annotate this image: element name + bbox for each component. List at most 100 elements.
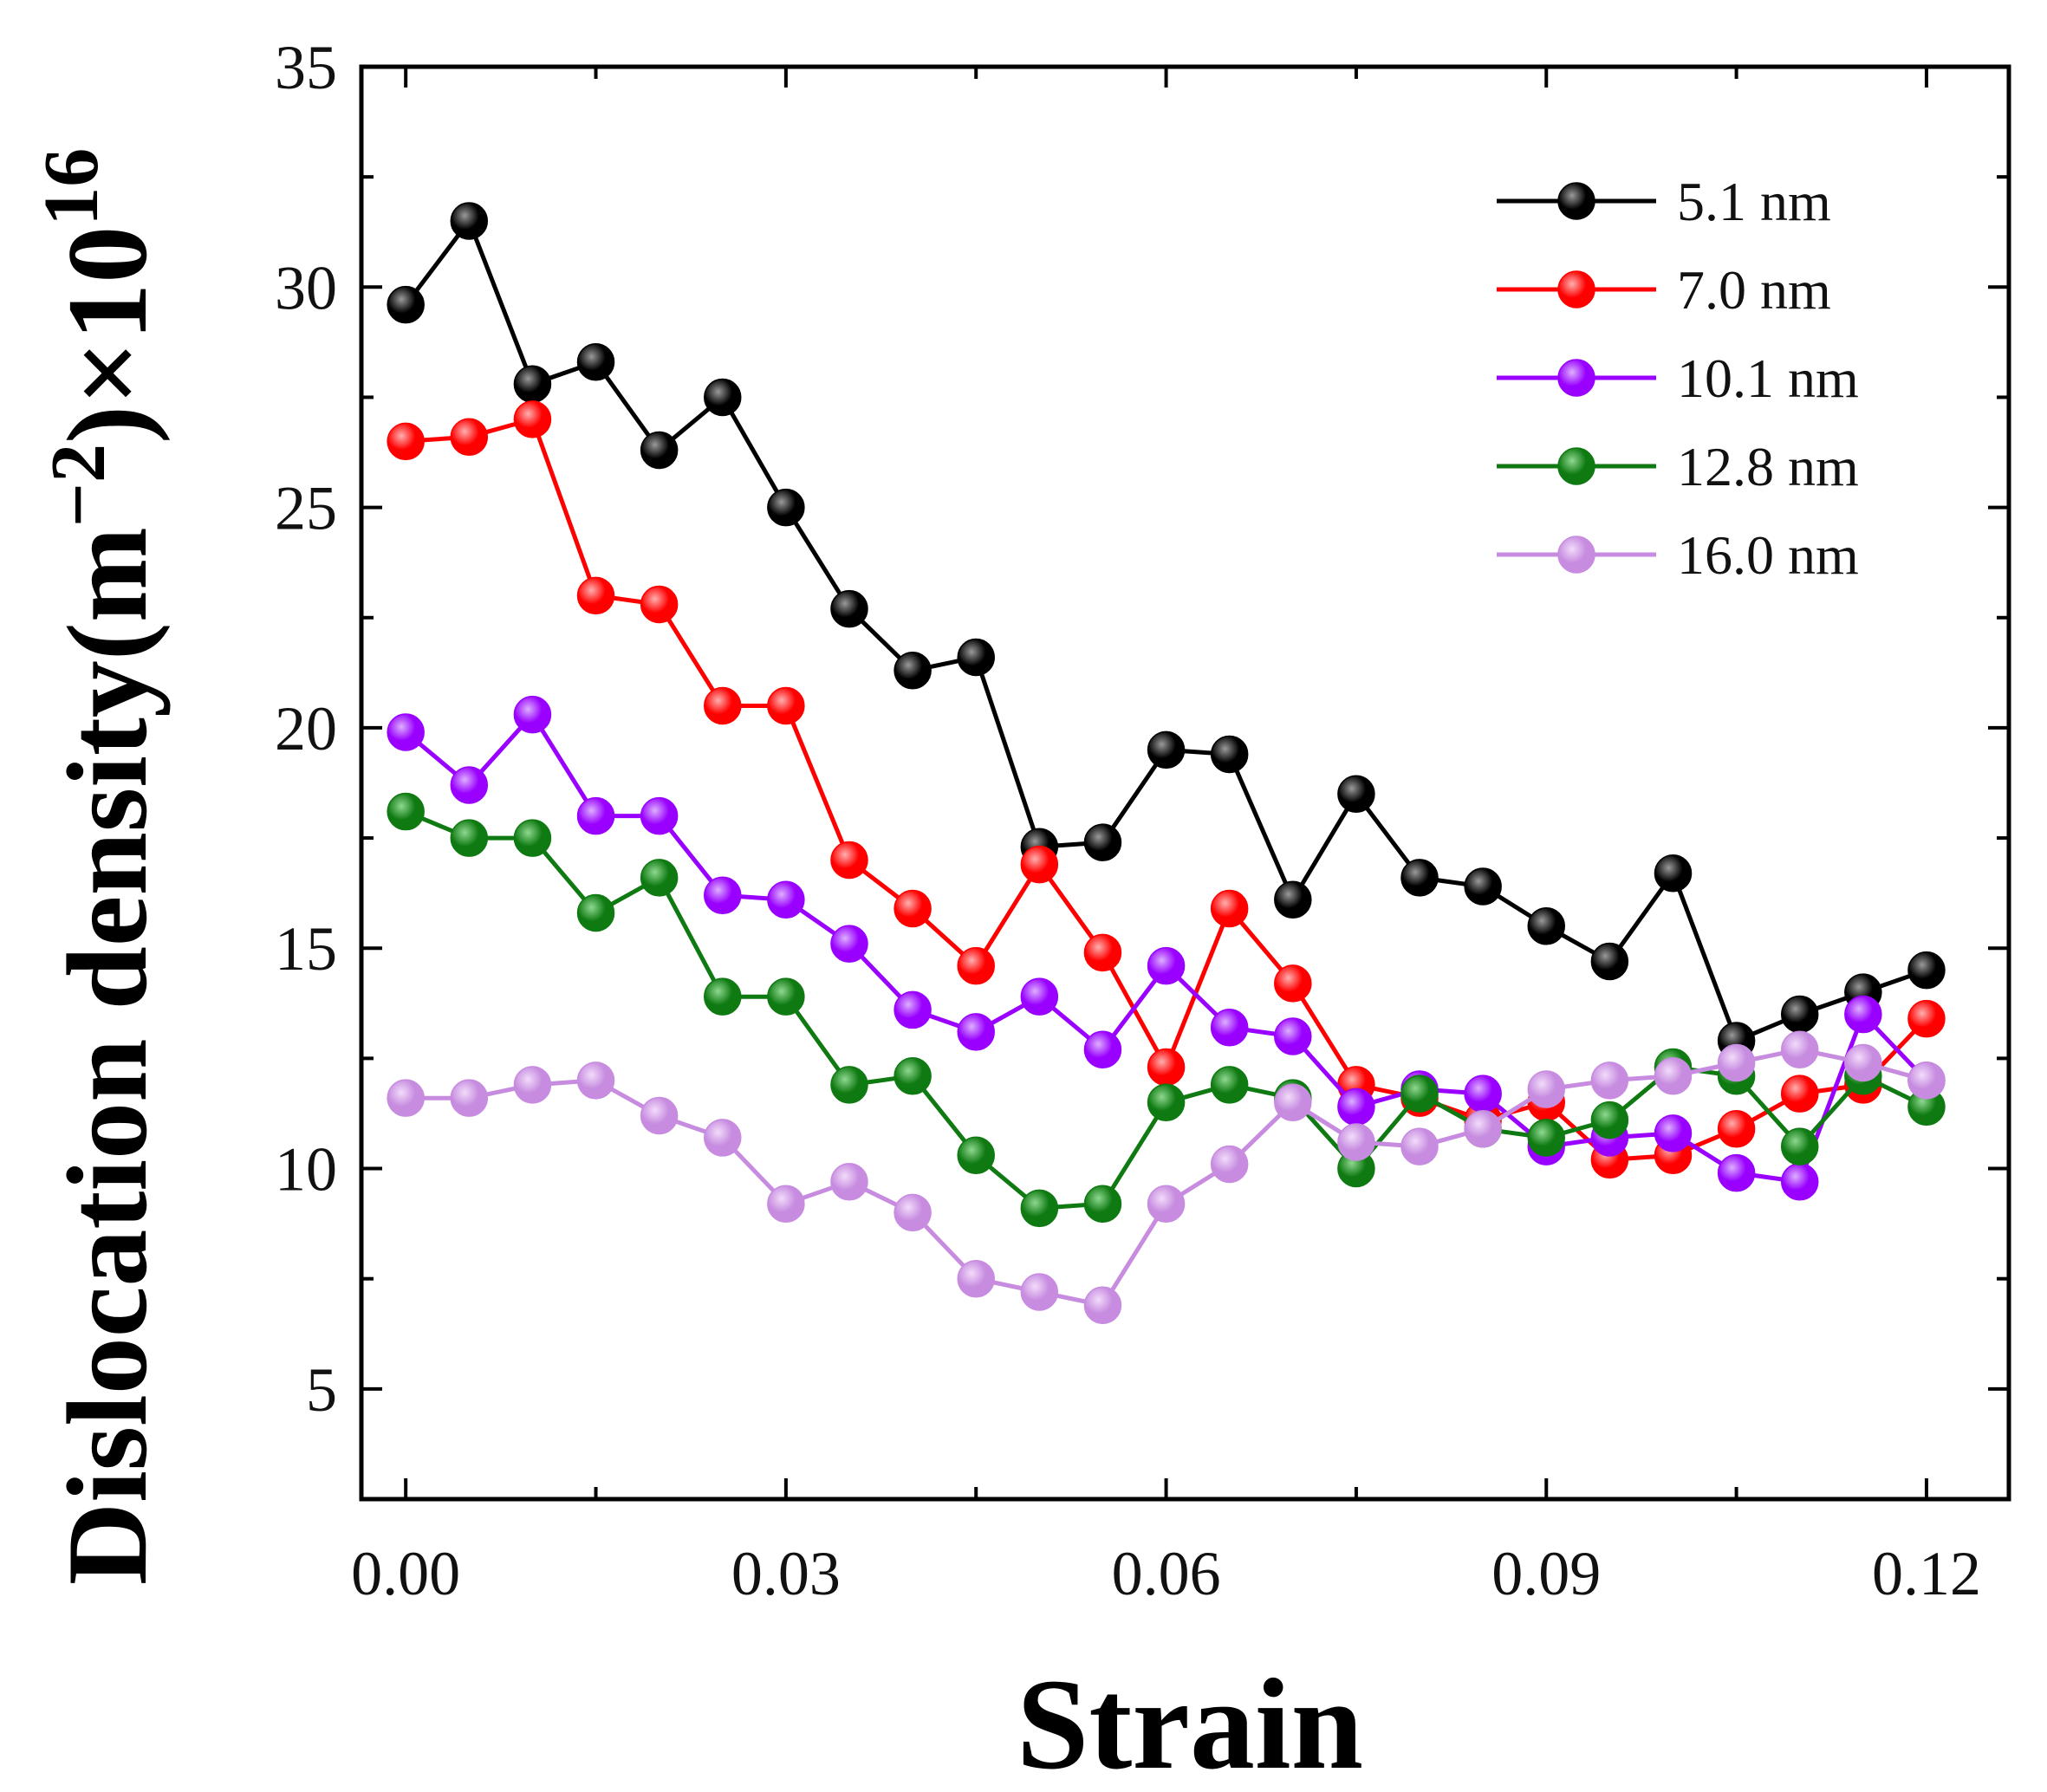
data-point [1780,995,1819,1034]
data-point [1083,1030,1122,1068]
data-point [894,889,932,928]
data-point [1337,775,1375,813]
data-point [767,686,805,725]
data-point [387,422,425,461]
data-point [1020,1273,1059,1311]
data-point [1717,1110,1756,1148]
data-point [1907,1062,1946,1100]
series-5-1-nm [387,202,1946,1060]
data-point [450,819,489,857]
x-tick-label: 0.12 [1872,1539,1981,1608]
data-point [1590,1101,1629,1139]
data-point [767,977,805,1016]
data-point [576,1062,615,1100]
data-point [513,1066,552,1104]
data-point [1020,845,1059,884]
legend-marker [1557,270,1595,308]
data-point [1147,1048,1186,1087]
legend-marker [1557,359,1595,397]
series-7-0-nm [387,400,1946,1179]
legend-item: 7.0 nm [1497,259,1831,321]
data-point [513,819,552,857]
data-point [1020,977,1059,1016]
data-point [767,880,805,919]
data-point [957,638,995,677]
data-point [1083,1185,1122,1223]
data-point [1780,1163,1819,1201]
data-point [387,285,425,324]
y-tick-label: 10 [275,1135,337,1204]
y-tick-label: 30 [275,253,337,322]
data-point [1907,999,1946,1038]
data-point [704,1119,742,1157]
data-point [894,990,932,1029]
data-point [1274,880,1312,919]
data-point [830,925,868,963]
data-point [1654,1114,1693,1152]
data-point [1780,1127,1819,1165]
data-point [640,1096,679,1135]
data-point [1464,1075,1502,1113]
series-16-0-nm [387,1030,1946,1324]
y-tick-labels: 5 10 15 20 25 30 35 [275,33,337,1425]
data-point [1210,1066,1249,1104]
data-point [1274,964,1312,1003]
legend-item: 12.8 nm [1497,436,1859,497]
data-point [1337,1088,1375,1126]
data-point [1147,1185,1186,1223]
data-point [1844,1043,1882,1082]
data-point [894,652,932,690]
data-point [1020,1189,1059,1228]
data-point [387,713,425,751]
data-point [704,876,742,914]
data-point [1147,946,1186,985]
data-point [513,365,552,403]
data-point [387,1079,425,1117]
data-point [1780,1075,1819,1113]
data-point [957,1136,995,1175]
y-axis-title-sup2: 16 [29,148,114,226]
data-point [387,792,425,831]
data-point [640,859,679,897]
data-point [1210,1145,1249,1184]
data-point [1717,1043,1756,1082]
x-tick-label: 0.03 [731,1539,841,1608]
data-point [1717,1153,1756,1192]
data-point [1147,730,1186,769]
data-point [1210,1009,1249,1047]
legend-marker [1557,447,1595,485]
y-axis-title-mid: )×10 [43,226,171,444]
data-point [576,576,615,615]
data-point [450,418,489,456]
data-point [576,343,615,381]
data-point [1527,1070,1566,1108]
series-10-1-nm [387,695,1946,1201]
data-point [957,1259,995,1298]
data-point [1210,735,1249,774]
y-tick-label: 35 [275,33,337,102]
data-point [640,585,679,624]
data-point [1907,951,1946,990]
legend-label: 5.1 nm [1677,171,1831,232]
data-point [576,796,615,835]
data-point [1590,1062,1629,1100]
data-point [1337,1123,1375,1161]
legend: 5.1 nm 7.0 nm 10.1 nm 12.8 nm 16.0 nm [1497,171,1859,586]
data-point [1527,907,1566,945]
legend-label: 16.0 nm [1677,524,1859,586]
data-point [894,1193,932,1232]
series-line [404,218,1927,1043]
data-point [576,893,615,932]
data-point [1780,1030,1819,1068]
data-point [640,796,679,835]
data-point [640,431,679,470]
data-point [1400,1127,1439,1165]
plot-frame [359,64,2011,1502]
x-tick-label: 0.06 [1112,1539,1221,1608]
data-point [1844,995,1882,1034]
y-tick-label: 5 [306,1355,337,1425]
x-axis-title: Strain [1017,1652,1363,1792]
data-point [704,378,742,417]
